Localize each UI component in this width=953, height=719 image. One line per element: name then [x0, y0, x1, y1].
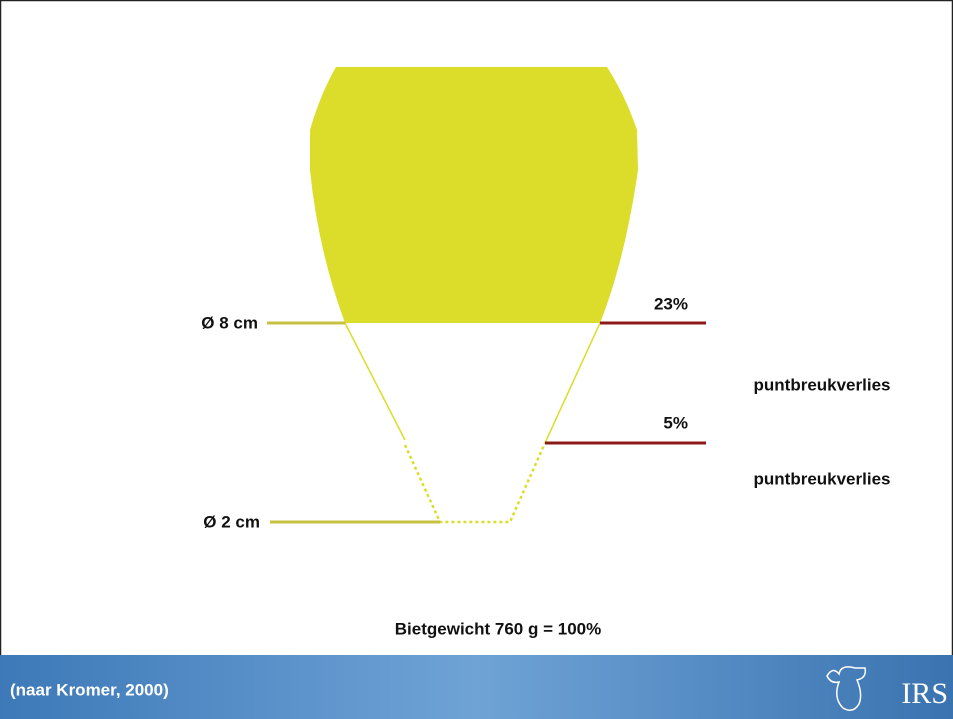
logo-beet	[826, 666, 867, 711]
loss-label: 23%	[654, 294, 688, 313]
beet-outline-left	[344, 322, 406, 441]
logo: IRS	[901, 677, 948, 710]
beet-body	[310, 67, 638, 323]
loss-text: puntbreukverlies	[754, 469, 891, 488]
loss-text: puntbreukverlies	[754, 375, 891, 394]
beet-outline-right	[544, 322, 601, 444]
diameter-label: Ø 8 cm	[201, 313, 258, 332]
diameter-label: Ø 2 cm	[203, 512, 260, 531]
source: (naar Kromer, 2000)	[10, 680, 169, 699]
beet-tip-dotted	[403, 442, 547, 524]
total-weight: Bietgewicht 760 g = 100%	[395, 619, 601, 638]
footer-bar	[0, 655, 953, 719]
loss-label: 5%	[663, 413, 688, 432]
